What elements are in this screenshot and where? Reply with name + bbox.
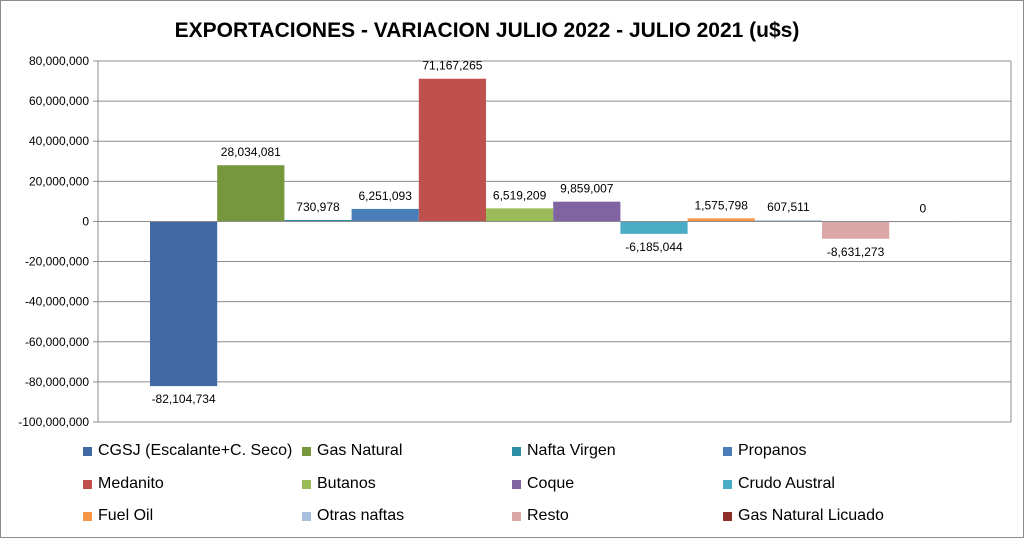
legend-item: Fuel Oil: [83, 507, 153, 525]
legend-item: Butanos: [302, 475, 376, 493]
data-label: -6,185,044: [625, 240, 683, 254]
chart-title: EXPORTACIONES - VARIACION JULIO 2022 - J…: [174, 19, 800, 42]
legend-swatch: [302, 446, 311, 456]
y-tick-label: -40,000,000: [25, 295, 89, 309]
bar: [687, 218, 755, 222]
y-tick-label: 0: [82, 214, 89, 228]
legend-swatch: [512, 446, 521, 456]
legend-item: Propanos: [723, 442, 807, 460]
legend-swatch: [302, 511, 311, 521]
bars-group: [98, 78, 1011, 387]
legend-item: Gas Natural: [302, 442, 402, 460]
y-tick-label: -100,000,000: [18, 415, 89, 429]
legend-swatch: [512, 511, 521, 521]
legend-label: Gas Natural: [317, 442, 403, 459]
plot-area: [98, 60, 1012, 423]
data-label: 71,167,265: [422, 59, 482, 73]
data-label: 6,519,209: [493, 188, 547, 202]
data-label: 1,575,798: [695, 198, 749, 212]
data-label: 9,859,007: [560, 182, 614, 196]
y-axis: 80,000,000 60,000,000 40,000,000 20,000,000…: [18, 54, 99, 429]
legend-label: Nafta Virgen: [527, 442, 616, 459]
data-label: 607,511: [767, 200, 810, 214]
legend-item: Otras naftas: [302, 507, 404, 525]
y-tick-label: 60,000,000: [29, 94, 89, 108]
legend-label: Propanos: [738, 442, 807, 459]
legend-swatch: [83, 479, 92, 489]
legend-label: Resto: [527, 507, 569, 524]
legend-swatch: [723, 479, 732, 489]
legend-label: Medanito: [98, 475, 164, 492]
bar: [553, 201, 621, 222]
legend-label: Butanos: [317, 475, 376, 492]
data-label: 0: [919, 201, 926, 215]
bar: [351, 208, 419, 222]
legend-swatch: [512, 479, 521, 489]
data-label: 6,251,093: [359, 189, 413, 203]
legend-swatch: [302, 479, 311, 489]
legend-label: CGSJ (Escalante+C. Seco): [98, 442, 293, 459]
y-tick-label: -20,000,000: [25, 255, 89, 269]
bar: [754, 220, 822, 222]
bar: [620, 221, 688, 234]
legend-item: Resto: [512, 507, 569, 525]
bar: [217, 165, 285, 222]
y-tick-label: -80,000,000: [25, 375, 89, 389]
data-label: 730,978: [296, 200, 340, 214]
legend-item: Coque: [512, 475, 574, 493]
y-tick-label: 40,000,000: [29, 134, 89, 148]
legend-label: Otras naftas: [317, 507, 405, 524]
y-tick-label: -60,000,000: [25, 335, 89, 349]
legend-swatch: [83, 446, 92, 456]
bar: [418, 78, 486, 222]
data-labels-group: -82,104,734 28,034,081 730,978 6,251,093 71,…: [152, 59, 927, 406]
bar: [284, 219, 352, 222]
legend-item: Medanito: [83, 475, 164, 493]
data-label: 28,034,081: [221, 145, 281, 159]
legend-swatch: [723, 511, 732, 521]
bar: [822, 221, 890, 239]
bar: [150, 221, 218, 387]
y-tick-label: 80,000,000: [29, 54, 89, 68]
legend-item: Gas Natural Licuado: [723, 507, 884, 525]
legend-label: Fuel Oil: [98, 507, 154, 524]
data-label: -82,104,734: [152, 392, 216, 406]
legend-item: Nafta Virgen: [512, 442, 616, 460]
y-tick-label: 20,000,000: [29, 174, 89, 188]
legend-swatch: [723, 446, 732, 456]
legend-item: CGSJ (Escalante+C. Seco): [83, 442, 292, 460]
legend-label: Coque: [527, 475, 575, 492]
bar: [486, 208, 554, 222]
data-label: -8,631,273: [827, 245, 885, 259]
legend-label: Crudo Austral: [738, 475, 835, 492]
legend-label: Gas Natural Licuado: [738, 507, 884, 524]
legend-item: Crudo Austral: [723, 475, 835, 493]
legend-swatch: [83, 511, 92, 521]
